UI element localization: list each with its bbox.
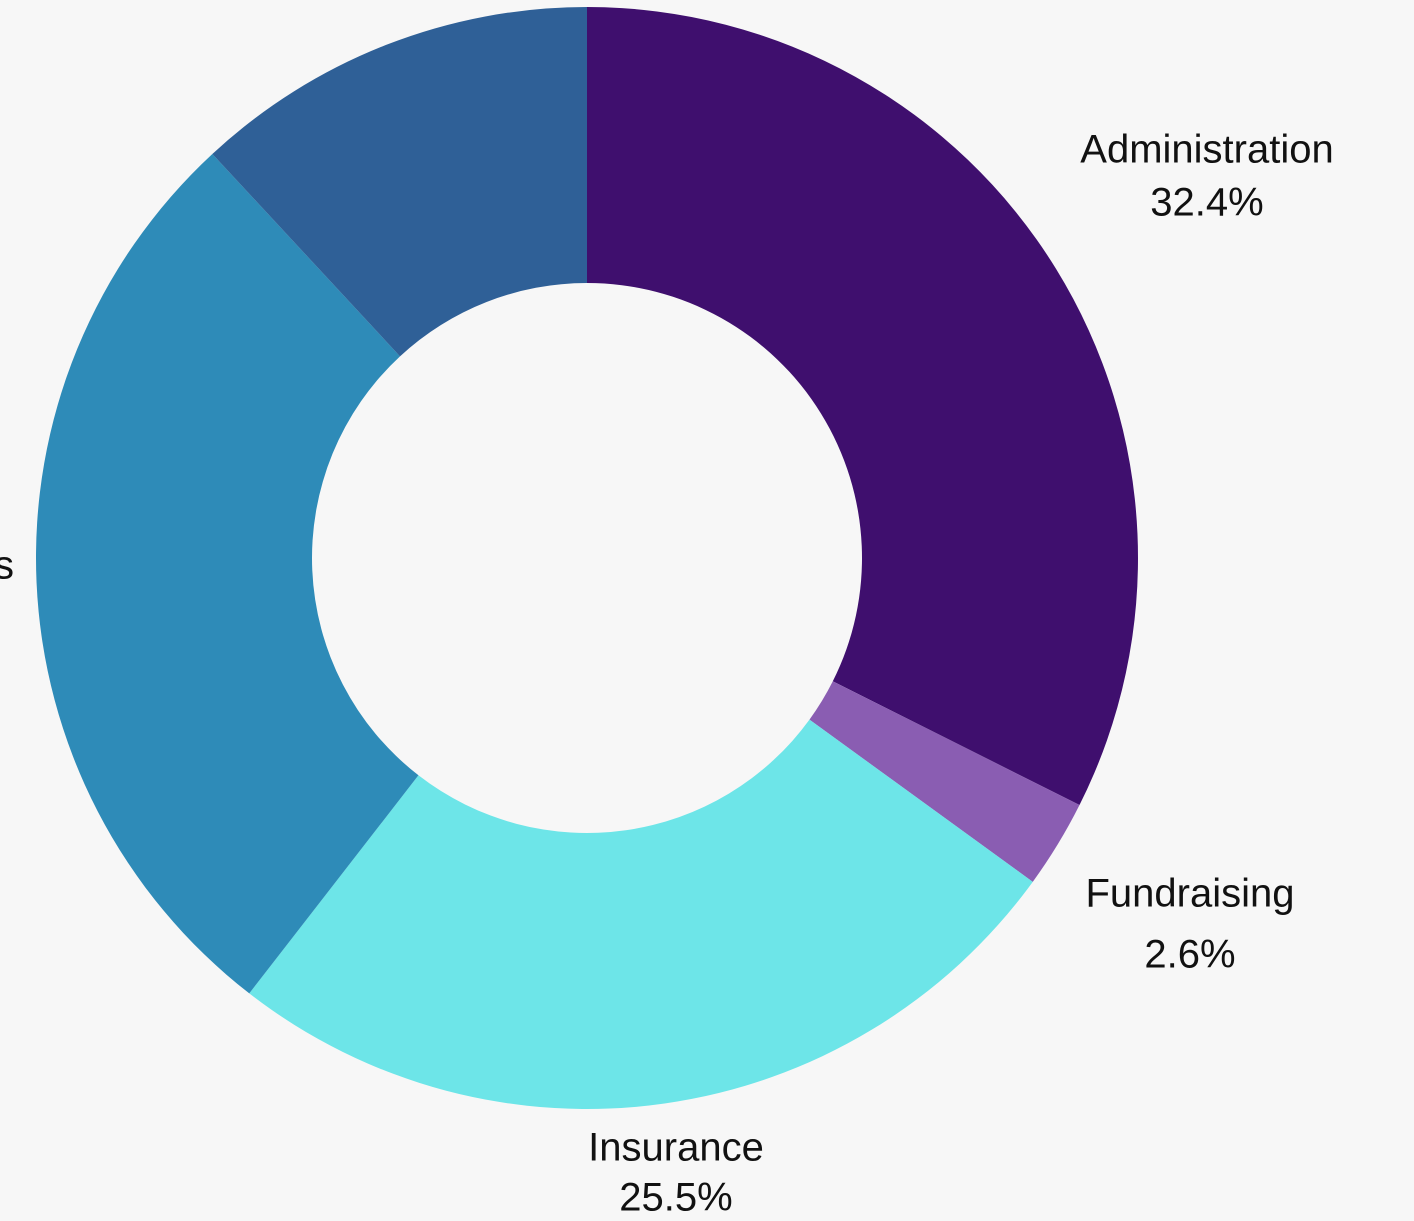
slice-label: Fundraising (1085, 872, 1294, 916)
donut-slice (212, 7, 587, 357)
donut-slice (249, 719, 1033, 1110)
donut-slice (809, 681, 1080, 882)
slice-value: 2.6% (1144, 933, 1235, 977)
slice-label: s (0, 544, 14, 588)
slice-value: 25.5% (619, 1176, 732, 1220)
donut-slice (587, 7, 1138, 806)
slice-label: Administration (1080, 128, 1333, 172)
donut-slice (35, 153, 419, 994)
slice-label: Insurance (588, 1126, 764, 1170)
slice-value: 32.4% (1150, 181, 1263, 225)
